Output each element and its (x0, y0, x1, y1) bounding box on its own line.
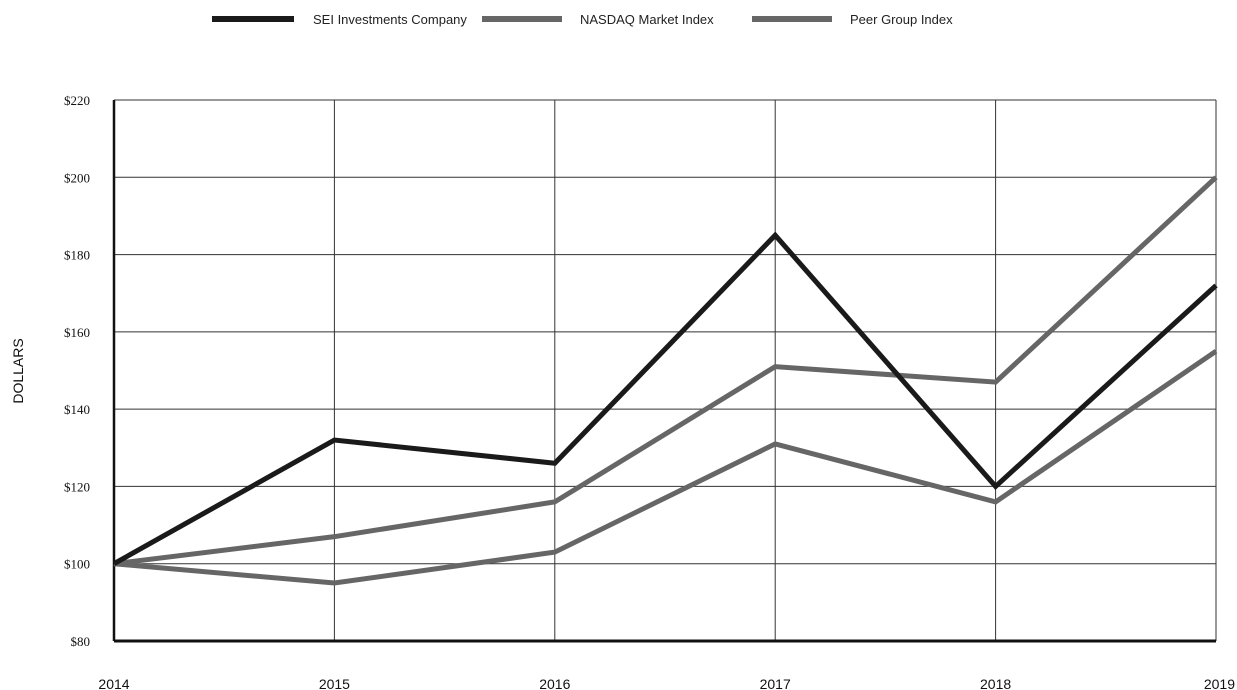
series-line-2 (113, 349, 1218, 586)
x-tick-label: 2019 (1204, 676, 1235, 690)
y-tick-label: $100 (64, 557, 90, 572)
series-lines (112, 175, 1218, 586)
x-tick-label: 2017 (760, 676, 791, 690)
y-tick-label: $160 (64, 325, 90, 340)
series-line-1 (113, 175, 1218, 567)
grid (114, 99, 1217, 641)
x-tick-label: 2018 (980, 676, 1011, 690)
y-tick-label: $80 (71, 634, 91, 649)
legend-label-2: Peer Group Index (850, 12, 953, 27)
x-tick-label: 2016 (539, 676, 570, 690)
x-axis-tick-labels: 2014 2015 2016 2017 2018 2019 (98, 676, 1235, 690)
y-tick-label: $220 (64, 93, 90, 108)
x-tick-label: 2015 (319, 676, 350, 690)
legend-label-0: SEI Investments Company (313, 12, 467, 27)
y-tick-label: $200 (64, 170, 90, 185)
series-line-0 (112, 231, 1218, 566)
y-tick-label: $120 (64, 479, 90, 494)
y-axis-tick-labels: $80 $100 $120 $140 $160 $180 $200 $220 (64, 93, 90, 649)
axes (112, 100, 1216, 643)
y-tick-label: $180 (64, 248, 90, 263)
y-axis-label: DOLLARS (10, 338, 26, 403)
legend: SEI Investments Company NASDAQ Market Ind… (212, 12, 953, 27)
x-tick-label: 2014 (98, 676, 129, 690)
y-tick-label: $140 (64, 402, 90, 417)
legend-label-1: NASDAQ Market Index (580, 12, 714, 27)
